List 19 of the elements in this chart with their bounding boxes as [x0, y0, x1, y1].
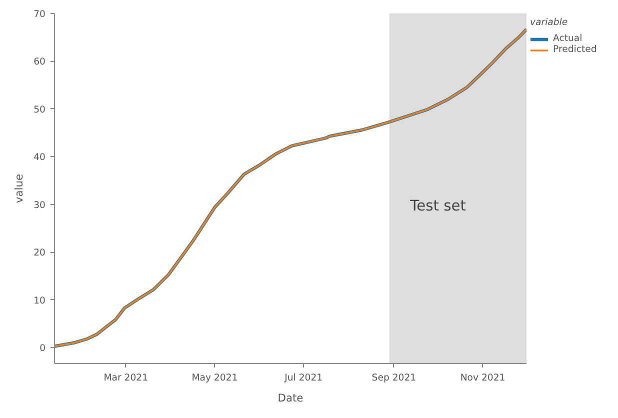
x-tick-label: Mar 2021: [104, 372, 148, 384]
y-tick-label: 0: [40, 343, 46, 354]
x-tick-label: Nov 2021: [460, 372, 506, 384]
x-axis-title: Date: [278, 392, 304, 404]
y-tick-label: 70: [34, 9, 46, 20]
y-tick-label: 30: [34, 200, 46, 211]
y-tick-label: 60: [34, 56, 46, 68]
band-label: Test set: [409, 198, 466, 214]
legend-label: Actual: [553, 33, 582, 44]
x-tick-label: Sep 2021: [372, 372, 416, 384]
y-tick-label: 40: [34, 152, 46, 164]
y-tick-label: 50: [34, 104, 46, 116]
legend-label: Predicted: [553, 44, 597, 55]
legend-title: variable: [530, 17, 569, 28]
y-axis-title: value: [12, 174, 26, 204]
y-tick-label: 20: [34, 248, 46, 259]
x-tick-label: May 2021: [192, 372, 238, 384]
x-tick-label: Jul 2021: [284, 372, 323, 384]
y-tick-label: 10: [34, 295, 46, 306]
